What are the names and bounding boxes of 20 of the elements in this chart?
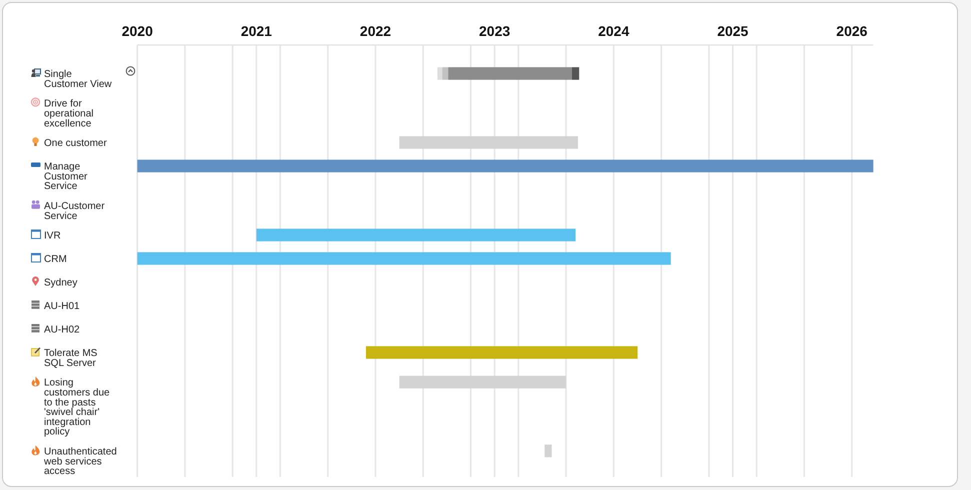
x-tick-label: 2020 bbox=[122, 23, 154, 39]
y-tick-label: Manage Customer Service bbox=[44, 162, 88, 192]
y-tick-label: Single Customer View bbox=[44, 69, 112, 90]
y-tick-label: Losing customers due to the pasts 'swivel chair' integration policy bbox=[44, 378, 110, 438]
y-tick-label: AU-H01 bbox=[44, 301, 80, 312]
x-tick-label: 2026 bbox=[836, 23, 868, 39]
y-tick-label: IVR bbox=[44, 230, 61, 242]
y-tick-label: AU-H02 bbox=[44, 324, 80, 336]
y-tick-label: Sydney bbox=[44, 278, 78, 289]
x-tick-label: 2022 bbox=[360, 23, 392, 39]
x-tick-label: 2023 bbox=[479, 23, 510, 39]
y-tick-label: Tolerate MS SQL Server bbox=[44, 348, 98, 369]
x-tick-label: 2025 bbox=[717, 23, 749, 39]
x-tick-label: 2024 bbox=[598, 23, 630, 39]
y-tick-label: AU-Customer Service bbox=[44, 201, 106, 222]
y-tick-label: Unauthenticated web services access bbox=[43, 446, 117, 478]
y-tick-label: One customer bbox=[44, 138, 108, 150]
y-tick-label: CRM bbox=[44, 254, 67, 266]
x-tick-label: 2021 bbox=[240, 23, 272, 39]
y-tick-label: Drive for operational excellence bbox=[44, 98, 94, 130]
